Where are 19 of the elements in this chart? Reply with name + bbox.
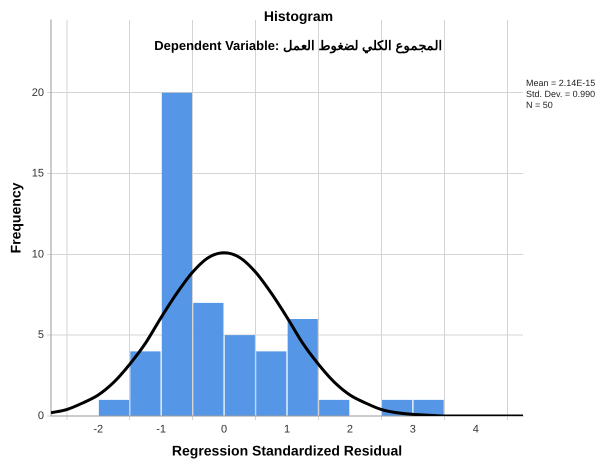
y-tick-label: 15 [32,168,44,180]
y-axis-title: Frequency [7,182,24,254]
y-tick-label: 5 [38,329,44,342]
x-tick-label: 0 [221,424,228,436]
y-tick-label: 0 [38,410,44,422]
x-tick-label: -1 [156,424,166,436]
y-tick-label: 20 [32,86,44,99]
x-tick-label: -2 [93,424,104,436]
text: Mean = 2.14E-15 [526,78,596,89]
x-tick-label: 4 [472,424,479,436]
x-axis-title: Regression Standardized Residual [172,442,402,458]
chart-title: Histogram [262,8,334,24]
text: Std. Dev. = 0.990 [526,89,596,100]
x-tick-label: 2 [346,424,354,436]
x-tick-label: 1 [284,424,290,436]
y-tick-label: 10 [32,248,44,260]
text: Dependent Variable: المجموع الكلي لضغوط العمل [153,38,444,53]
text: N = 50 [526,100,554,111]
x-tick-label: 3 [410,424,416,436]
